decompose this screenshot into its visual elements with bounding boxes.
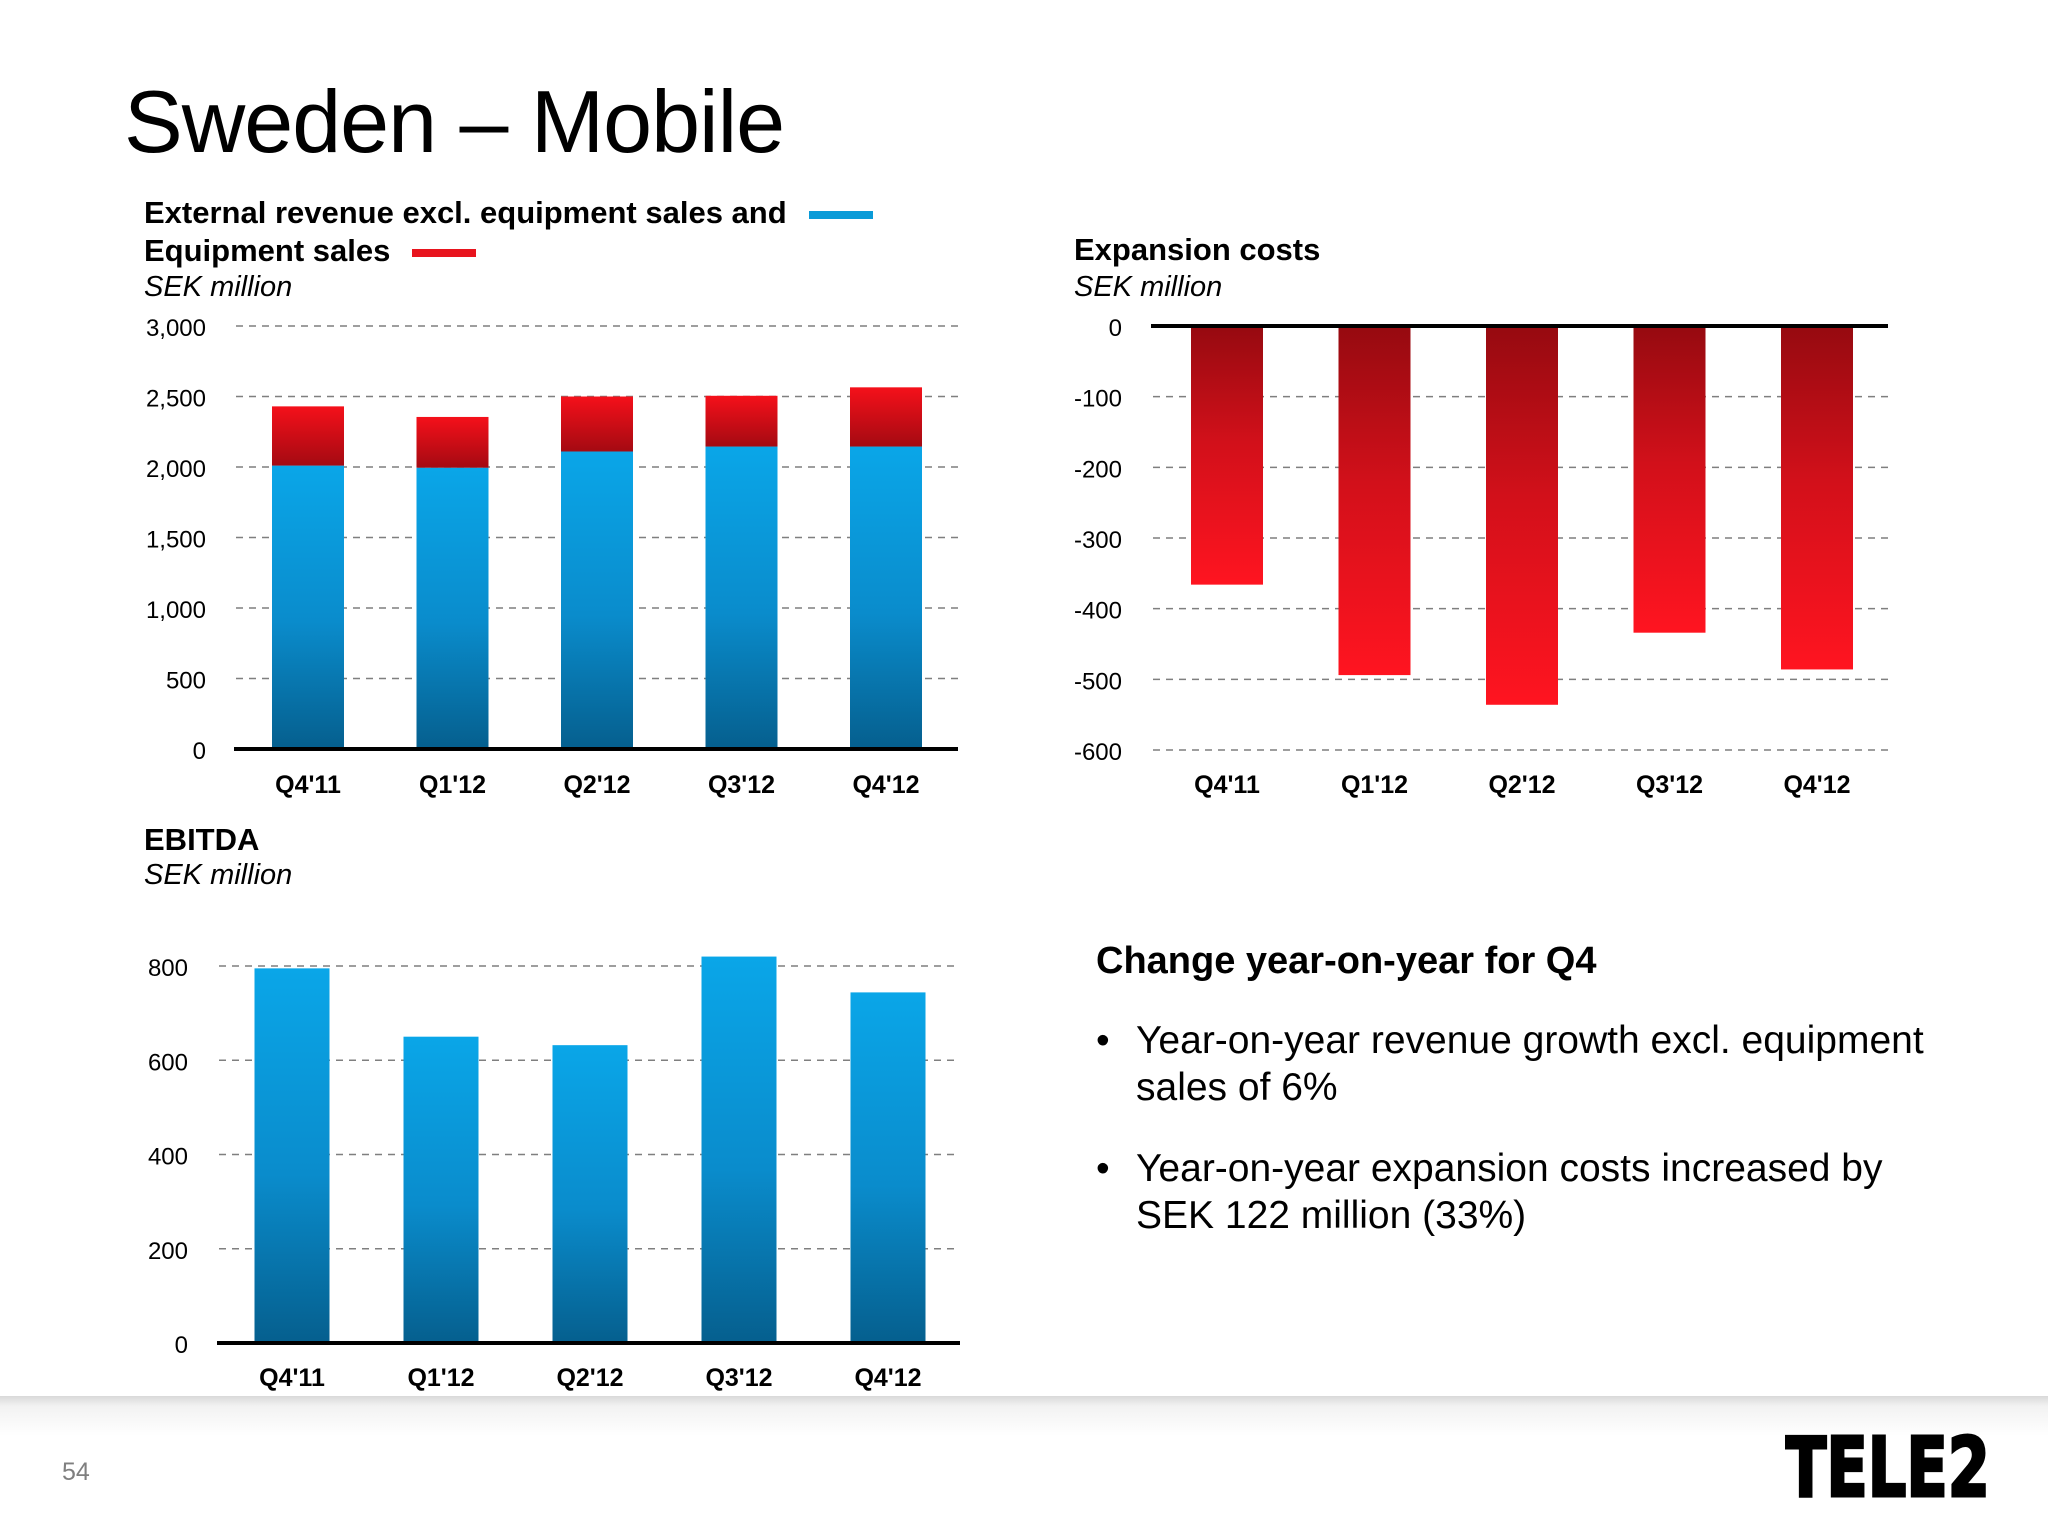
- summary-bullet: • Year-on-year expansion costs increased…: [1096, 1145, 1956, 1239]
- revenue-bar-equipment: [272, 406, 344, 466]
- expansion-y-tick-label: -400: [1074, 598, 1122, 625]
- revenue-bar-revenue: [705, 446, 778, 749]
- revenue-x-tick-label: Q1'12: [419, 771, 486, 799]
- revenue-y-tick-label: 3,000: [146, 315, 206, 342]
- charts-canvas: 0 500 1,000 1,500 2,000 2,500 3,000 Q4'11 Q1'12 Q…: [146, 315, 1888, 1392]
- summary-box: Change year-on-year for Q4 • Year-on-yea…: [1096, 940, 1956, 1273]
- bullet-marker: •: [1096, 1019, 1110, 1062]
- revenue-unit: SEK million: [144, 271, 293, 303]
- revenue-bar-revenue: [561, 451, 633, 749]
- ebitda-y-tick-label: 400: [148, 1144, 188, 1171]
- expansion-y-tick-label: -200: [1074, 456, 1122, 483]
- bullet-marker: •: [1096, 1147, 1110, 1190]
- expansion-x-tick-label: Q2'12: [1488, 771, 1555, 799]
- revenue-bar-equipment: [416, 416, 489, 468]
- bullet-text: Year-on-year revenue growth excl. equipm…: [1136, 1019, 1924, 1109]
- expansion-chart-title: Expansion costs: [1074, 232, 1321, 267]
- ebitda-chart-title: EBITDA: [144, 822, 260, 857]
- ebitda-x-tick-label: Q3'12: [705, 1364, 772, 1392]
- slide-title: Sweden – Mobile: [124, 72, 785, 171]
- expansion-bar: [1486, 326, 1558, 705]
- revenue-y-tick-label: 2,000: [146, 456, 206, 483]
- revenue-y-tick-label: 1,500: [146, 527, 206, 554]
- legend-red-swatch: [412, 248, 477, 257]
- revenue-title-line1: External revenue excl. equipment sales a…: [144, 195, 787, 230]
- expansion-bar: [1338, 326, 1411, 676]
- footer-band: [0, 1396, 2048, 1536]
- revenue-bar-equipment: [850, 387, 922, 447]
- expansion-x-tick-label: Q1'12: [1341, 771, 1408, 799]
- page-number: 54: [62, 1458, 90, 1486]
- expansion-y-tick-label: -500: [1074, 668, 1122, 695]
- revenue-bar-revenue: [416, 467, 489, 749]
- revenue-y-tick-label: 1,000: [146, 597, 206, 624]
- ebitda-y-tick-label: 0: [175, 1332, 188, 1359]
- legend-blue-swatch: [808, 210, 873, 219]
- ebitda-bar: [701, 956, 777, 1343]
- expansion-bar: [1191, 326, 1263, 585]
- summary-bullet: • Year-on-year revenue growth excl. equi…: [1096, 1017, 1956, 1111]
- summary-title: Change year-on-year for Q4: [1096, 940, 1597, 982]
- ebitda-y-tick-label: 600: [148, 1049, 188, 1076]
- tele2-logo: TELE2: [1785, 1420, 1992, 1509]
- expansion-y-tick-label: 0: [1109, 315, 1122, 342]
- ebitda-bar: [850, 992, 926, 1343]
- expansion-y-tick-label: -300: [1074, 527, 1122, 554]
- expansion-x-tick-label: Q3'12: [1636, 771, 1703, 799]
- revenue-bar-revenue: [850, 446, 922, 749]
- expansion-y-tick-label: -100: [1074, 386, 1122, 413]
- expansion-x-tick-label: Q4'11: [1194, 771, 1260, 799]
- ebitda-x-tick-label: Q1'12: [407, 1364, 474, 1392]
- ebitda-unit: SEK million: [144, 859, 293, 891]
- ebitda-y-tick-label: 200: [148, 1238, 188, 1265]
- ebitda-bar: [552, 1045, 628, 1343]
- revenue-y-tick-label: 0: [193, 738, 206, 765]
- ebitda-y-tick-label: 800: [148, 955, 188, 982]
- expansion-y-tick-label: -600: [1074, 739, 1122, 766]
- revenue-y-tick-label: 500: [166, 668, 206, 695]
- revenue-bar-equipment: [705, 395, 778, 447]
- ebitda-x-tick-label: Q2'12: [556, 1364, 623, 1392]
- expansion-bar: [1781, 326, 1853, 670]
- revenue-y-tick-label: 2,500: [146, 386, 206, 413]
- revenue-bar-revenue: [272, 465, 344, 749]
- tele2-logo-text: TELE2: [1785, 1421, 1990, 1508]
- ebitda-bar: [254, 968, 330, 1343]
- revenue-bar-equipment: [561, 396, 633, 452]
- bullet-text: Year-on-year expansion costs increased b…: [1136, 1147, 1883, 1237]
- revenue-x-tick-label: Q2'12: [563, 771, 630, 799]
- revenue-x-tick-label: Q3'12: [708, 771, 775, 799]
- revenue-x-tick-label: Q4'11: [275, 771, 341, 799]
- ebitda-x-tick-label: Q4'11: [259, 1364, 325, 1392]
- revenue-chart-title: External revenue excl. equipment sales a…: [144, 194, 873, 270]
- ebitda-bar: [403, 1036, 479, 1343]
- expansion-unit: SEK million: [1074, 271, 1223, 303]
- ebitda-x-tick-label: Q4'12: [854, 1364, 921, 1392]
- revenue-title-line2: Equipment sales: [144, 233, 391, 268]
- revenue-x-tick-label: Q4'12: [852, 771, 919, 799]
- expansion-bar: [1633, 326, 1706, 633]
- expansion-x-tick-label: Q4'12: [1783, 771, 1850, 799]
